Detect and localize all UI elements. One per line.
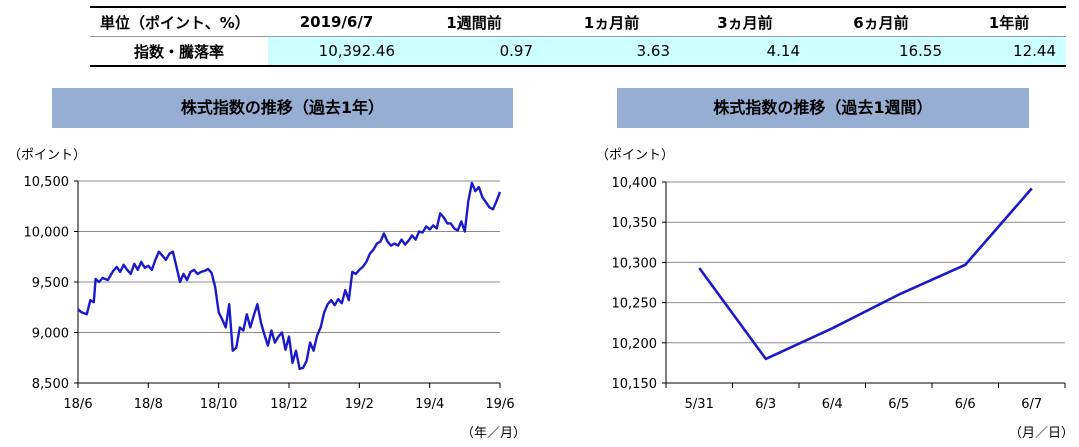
chart1-ytick-label: 10,500 bbox=[24, 175, 70, 190]
chart2-xlabel: （月／日） bbox=[1009, 426, 1074, 441]
value-1year: 12.44 bbox=[952, 36, 1066, 67]
chart1-svg: （ポイント） 10,500 10,000 9,500 9,000 8,500 18/6 18/… bbox=[8, 148, 526, 441]
chart2-xtick-label: 6/5 bbox=[888, 397, 909, 412]
chart1-xtick-label: 18/6 bbox=[63, 397, 92, 412]
chart1-xtick-label: 19/4 bbox=[415, 397, 444, 412]
summary-data-row: 指数・騰落率 10,392.46 0.97 3.63 4.14 16.55 12… bbox=[90, 36, 1066, 67]
header-3month: 3ヵ月前 bbox=[680, 6, 810, 37]
value-date: 10,392.46 bbox=[268, 36, 405, 67]
chart2-ytick-label: 10,400 bbox=[612, 176, 658, 191]
chart1-xtick-label: 19/6 bbox=[485, 397, 514, 412]
chart1-ytick-label: 9,000 bbox=[32, 327, 69, 342]
chart2-ytick-label: 10,250 bbox=[612, 297, 658, 312]
header-1year: 1年前 bbox=[952, 6, 1066, 37]
chart1-series-line bbox=[77, 181, 502, 371]
chart2-ytick-label: 10,150 bbox=[612, 377, 658, 392]
chart1-xtick-label: 18/8 bbox=[134, 397, 163, 412]
summary-table: 単位（ポイント、%） 2019/6/7 1週間前 1ヵ月前 3ヵ月前 6ヵ月前 … bbox=[90, 6, 1066, 67]
chart1-ytick-label: 10,000 bbox=[24, 226, 70, 241]
chart2-ylabel: （ポイント） bbox=[596, 148, 674, 163]
chart2-xtick-label: 6/4 bbox=[822, 397, 843, 412]
chart2-xtick-label: 5/31 bbox=[685, 397, 714, 412]
header-1week: 1週間前 bbox=[405, 6, 543, 37]
chart2-ytick-label: 10,350 bbox=[612, 216, 658, 231]
chart2-series-line bbox=[698, 187, 1033, 361]
value-1month: 3.63 bbox=[543, 36, 680, 67]
chart2-ytick-label: 10,200 bbox=[612, 337, 658, 352]
chart2-xtick-label: 6/3 bbox=[755, 397, 776, 412]
chart2-title: 株式指数の推移（過去1週間） bbox=[617, 88, 1029, 128]
chart1-xlabel: （年／月） bbox=[461, 426, 526, 441]
chart2-xtick-label: 6/6 bbox=[955, 397, 976, 412]
value-3month: 4.14 bbox=[680, 36, 810, 67]
chart1-title: 株式指数の推移（過去1年） bbox=[52, 88, 513, 128]
chart2-xtick-label: 6/7 bbox=[1021, 397, 1042, 412]
chart1-xtick-label: 18/12 bbox=[270, 397, 307, 412]
row-label: 指数・騰落率 bbox=[90, 36, 268, 67]
chart1-ytick-label: 8,500 bbox=[32, 377, 69, 392]
chart1-xtick-label: 19/2 bbox=[345, 397, 374, 412]
chart2-svg: （ポイント） 10,400 10,350 10,300 10,250 10,200 10,1… bbox=[596, 148, 1074, 441]
chart2-ytick-label: 10,300 bbox=[612, 256, 658, 271]
header-6month: 6ヵ月前 bbox=[810, 6, 952, 37]
chart1-ylabel: （ポイント） bbox=[8, 148, 86, 163]
header-1month: 1ヵ月前 bbox=[543, 6, 680, 37]
chart1-ytick-label: 9,500 bbox=[32, 276, 69, 291]
value-1week: 0.97 bbox=[405, 36, 543, 67]
header-unit: 単位（ポイント、%） bbox=[90, 6, 268, 37]
value-6month: 16.55 bbox=[810, 36, 952, 67]
chart1-xtick-label: 18/10 bbox=[200, 397, 237, 412]
summary-header-row: 単位（ポイント、%） 2019/6/7 1週間前 1ヵ月前 3ヵ月前 6ヵ月前 … bbox=[90, 6, 1066, 37]
header-date: 2019/6/7 bbox=[268, 6, 405, 37]
